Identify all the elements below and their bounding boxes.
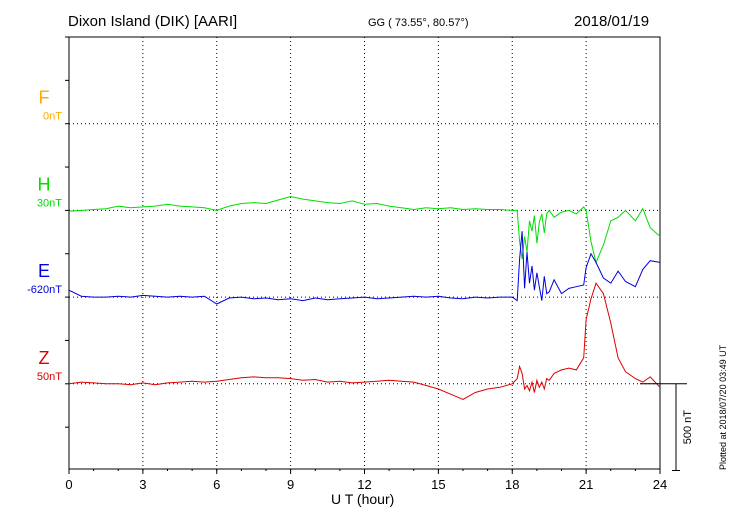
- x-tick-label: 12: [357, 477, 371, 492]
- series-line-e: [68, 231, 661, 305]
- x-tick-label: 18: [505, 477, 519, 492]
- x-tick-label: 0: [65, 477, 72, 492]
- x-tick-label: 9: [287, 477, 294, 492]
- component-label-h: H: [38, 174, 51, 194]
- x-tick-label: 21: [579, 477, 593, 492]
- x-axis-label: U T (hour): [331, 491, 395, 507]
- geographic-coordinates: GG ( 73.55°, 80.57°): [368, 17, 469, 29]
- series-line-z: [68, 282, 661, 400]
- station-title: Dixon Island (DIK) [AARI]: [68, 13, 238, 30]
- x-tick-label: 15: [431, 477, 445, 492]
- component-offset-h: 30nT: [37, 197, 62, 209]
- plot-date: 2018/01/19: [574, 13, 650, 30]
- component-label-z: Z: [39, 348, 50, 368]
- component-offset-z: 50nT: [37, 371, 62, 383]
- component-label-e: E: [38, 261, 50, 281]
- x-tick-label: 3: [139, 477, 146, 492]
- component-offset-e: -620nT: [27, 284, 62, 296]
- x-tick-label: 24: [653, 477, 667, 492]
- series-line-h: [68, 195, 661, 264]
- component-label-f: F: [39, 88, 50, 108]
- scale-bar-label: 500 nT: [682, 410, 694, 445]
- x-tick-label: 6: [213, 477, 220, 492]
- component-offset-f: 0nT: [43, 111, 62, 123]
